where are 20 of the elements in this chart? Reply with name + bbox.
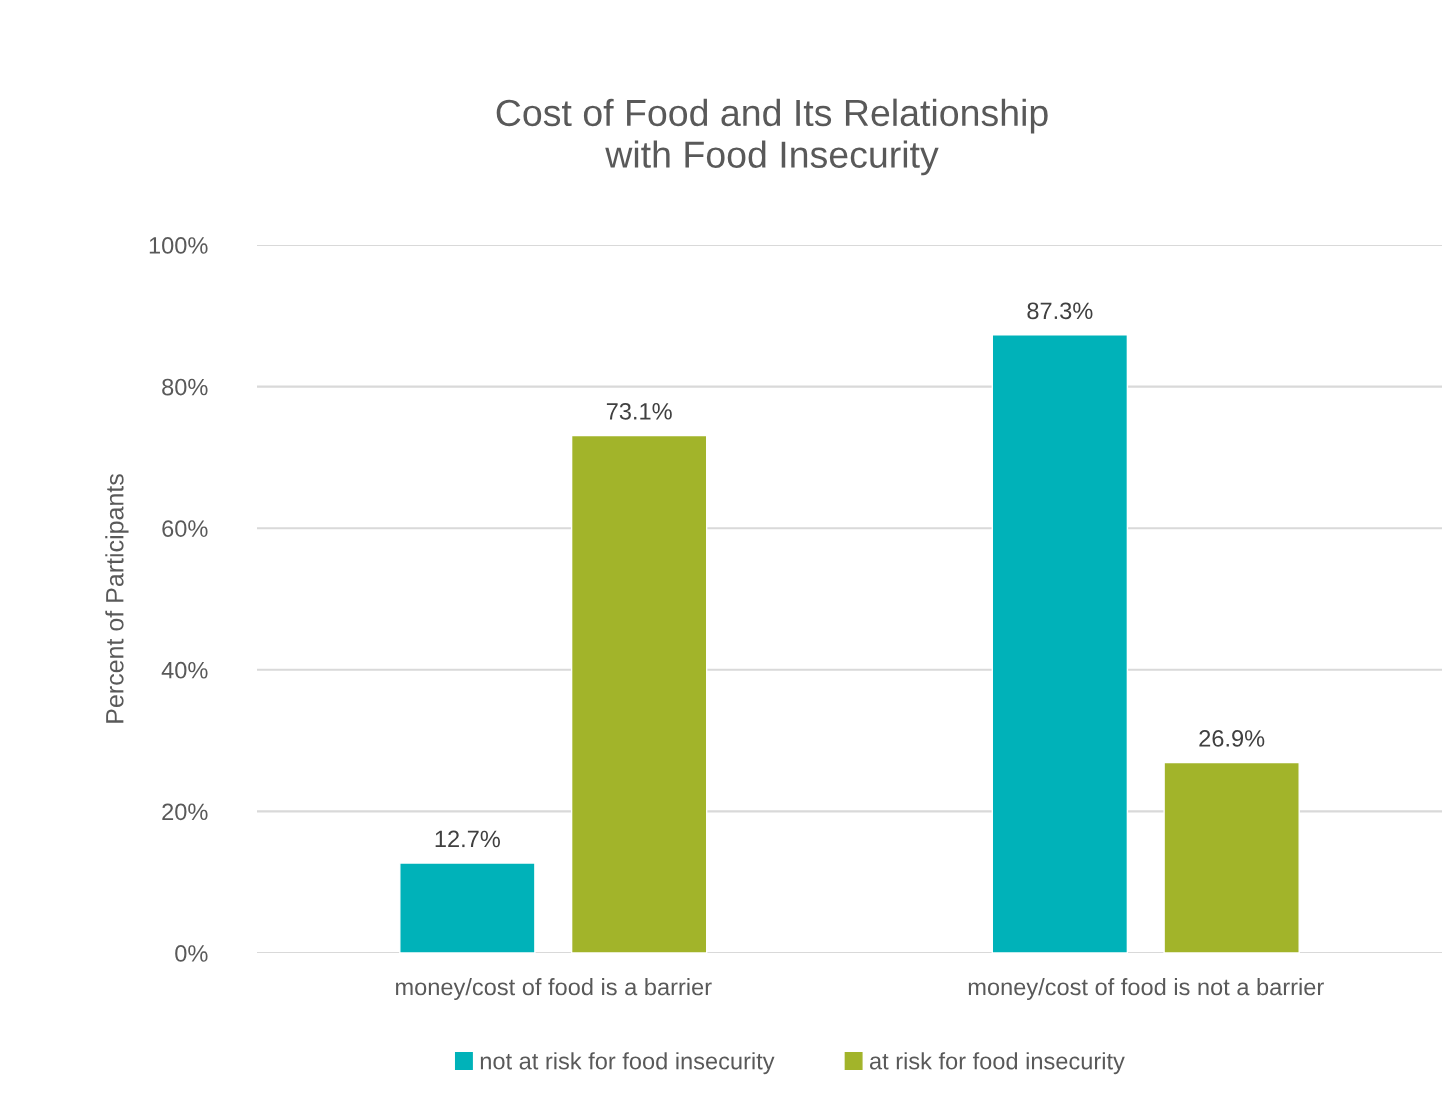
bar — [399, 862, 536, 953]
y-tick-label: 0% — [175, 945, 208, 962]
y-tick-label: 100% — [149, 237, 208, 254]
y-tick-label: 60% — [162, 520, 208, 537]
data-label: 87.3% — [1027, 302, 1093, 320]
y-tick-label: 40% — [161, 661, 208, 679]
data-label: 12.7% — [435, 830, 500, 848]
x-tick-label: money/cost of food is not a barrier — [968, 978, 1324, 1001]
legend-label: not at risk for food insecurity — [480, 1052, 775, 1075]
y-tick-label: 20% — [162, 803, 208, 821]
data-label: 73.1% — [606, 402, 672, 420]
bar — [570, 434, 708, 953]
data-label: 26.9% — [1199, 730, 1265, 747]
y-axis-title: Percent of Participants — [105, 474, 129, 723]
x-tick-label: money/cost of food is a barrier — [396, 978, 712, 1001]
bar — [1163, 761, 1300, 953]
bar — [991, 334, 1129, 953]
y-tick-label: 80% — [162, 378, 208, 396]
chart-title: Cost of Food and Its Relationship with Food Insecurity — [496, 98, 1048, 176]
legend-label: at risk for food insecurity — [869, 1052, 1125, 1075]
